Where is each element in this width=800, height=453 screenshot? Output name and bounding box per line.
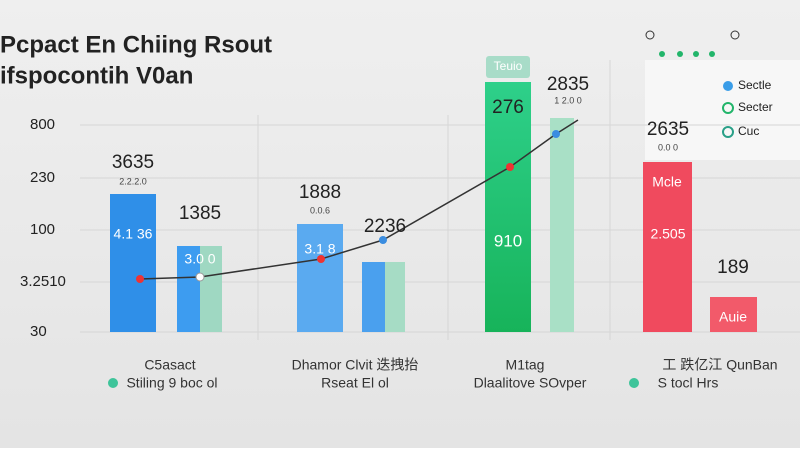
bar-label: 189 [717,257,749,278]
category-label: 工 跌亿江 QunBan [662,357,777,373]
footer-dot [629,378,639,388]
bar [200,246,222,332]
category-label: M1tag [506,357,545,373]
bar-sub: 0.0 0 [658,142,678,152]
bar-inner: Auie [719,309,747,325]
axis-label: 3.2510 [20,273,66,290]
bar-tag: Teuio [494,59,523,73]
bar [550,118,574,332]
bar-label: 2635 [647,119,689,140]
bar-label: 1888 [299,182,341,203]
bar-inner: 3.1 8 [304,241,335,257]
bar-inner: 3.0 0 [184,251,215,267]
axis-label: 230 [30,169,55,186]
bar [385,262,405,332]
category-label: C5asact [144,357,195,373]
bar [297,224,343,332]
bar [110,194,156,332]
bar-label: 2835 [547,74,589,95]
bar-sub: 2.2.2.0 [119,176,147,186]
bar-inner: 2.505 [650,226,685,242]
category-label: Dhamor Clvit 迭拽抬 [292,357,419,373]
bar-inner: Mcle [652,174,682,190]
bar [643,162,692,332]
title: Pcpact En Chiing Rsout [0,31,272,58]
subtitle: ifspocontih V0an [0,62,193,89]
legend-dot [722,102,734,114]
category-sub: Rseat El ol [321,375,389,391]
trend-points [136,130,560,283]
category-sub: S tocl Hrs [658,375,719,391]
axis-label: 30 [30,323,47,340]
legend-label: Secter [738,100,773,114]
category-sub: Dlaalitove SOvper [474,375,587,391]
tag [486,56,530,78]
legend-dot [722,126,734,138]
bar-label: 2236 [364,216,406,237]
top-icons [645,30,740,57]
bar [177,246,200,332]
bar-inner: 4.1 36 [114,226,153,242]
bar-sub: 0.0.6 [310,205,330,215]
bar-label: 1385 [179,203,221,224]
bar-inner: 910 [494,231,522,250]
category-sub: Stiling 9 boc ol [126,375,217,391]
legend-label: Cuc [738,124,759,138]
bar [362,262,385,332]
legend-dot [723,81,733,91]
bar [485,82,531,332]
axis-label: 100 [30,221,55,238]
bar-sub: 1 2.0 0 [554,95,582,105]
legend-label: Sectle [738,78,772,92]
axis-label: 800 [30,116,55,133]
footer-dot [108,378,118,388]
bar-label: 3635 [112,152,154,173]
bar-label: 276 [492,97,524,118]
bar [710,297,757,332]
